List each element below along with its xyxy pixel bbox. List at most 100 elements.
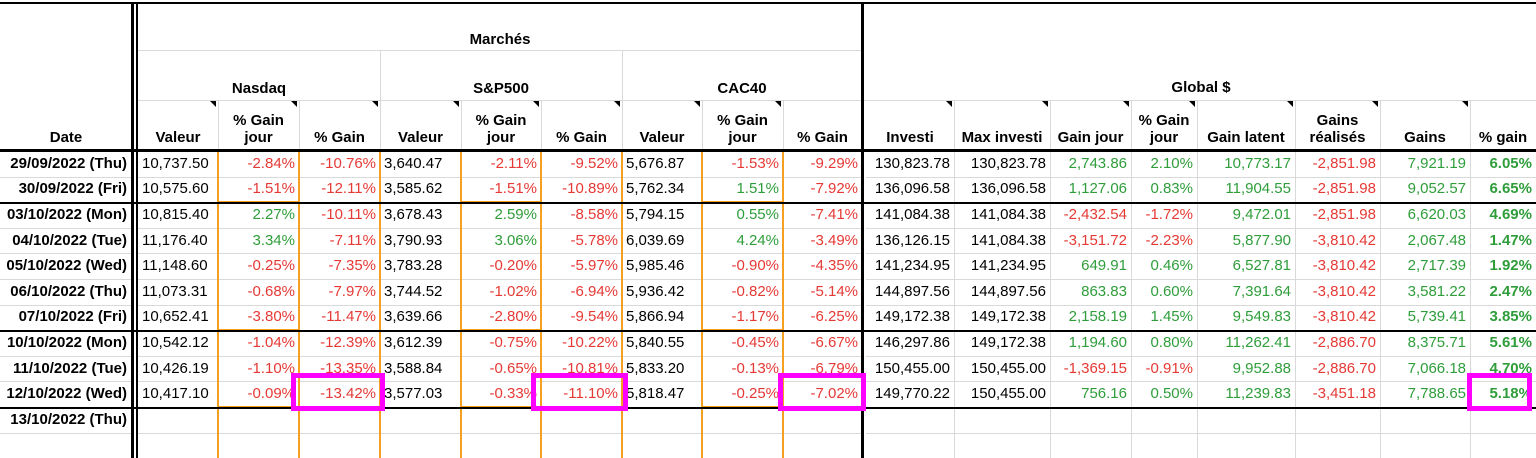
row-date[interactable]: 07/10/2022 (Fri)	[18, 308, 127, 326]
row-date[interactable]: 05/10/2022 (Wed)	[6, 257, 127, 275]
header-col-gain-jour[interactable]: Gain jour	[1057, 129, 1124, 146]
table-cell[interactable]: -3.49%	[810, 231, 858, 249]
table-cell[interactable]: 3,783.28	[384, 257, 443, 275]
table-cell[interactable]: -0.25%	[731, 385, 779, 403]
table-cell[interactable]: -3,451.18	[1312, 385, 1376, 403]
table-cell[interactable]: 5,762.34	[626, 180, 685, 198]
table-cell[interactable]: -0.68%	[247, 282, 295, 300]
header-col-gain-jour-pct[interactable]: % Gain jour	[717, 112, 768, 146]
table-cell[interactable]: 1.92%	[1489, 257, 1532, 275]
table-cell[interactable]: -0.20%	[489, 257, 537, 275]
table-cell[interactable]: 10,575.60	[142, 180, 209, 198]
table-cell[interactable]: 11,148.60	[142, 257, 208, 275]
table-cell[interactable]: 141,234.95	[970, 257, 1046, 275]
table-cell[interactable]: 9,052.57	[1407, 180, 1466, 198]
table-cell[interactable]: 1.47%	[1489, 231, 1532, 249]
header-col-investi[interactable]: Investi	[886, 129, 934, 146]
table-cell[interactable]	[702, 407, 783, 433]
table-cell[interactable]: 0.50%	[1150, 385, 1193, 403]
table-cell[interactable]: 10,426.19	[142, 359, 209, 377]
table-cell[interactable]: 6,527.81	[1232, 257, 1291, 275]
table-cell[interactable]: -10.81%	[562, 359, 618, 377]
table-cell[interactable]: -10.22%	[562, 333, 618, 351]
table-cell[interactable]: -0.09%	[247, 385, 295, 403]
table-cell[interactable]: 4.24%	[736, 231, 779, 249]
header-col-gain-pct[interactable]: % Gain	[314, 129, 365, 146]
table-cell[interactable]: 0.83%	[1150, 180, 1193, 198]
table-cell[interactable]: 11,239.83	[1225, 385, 1291, 403]
table-cell[interactable]: 7,391.64	[1232, 282, 1291, 300]
table-cell[interactable]: -11.10%	[563, 385, 618, 403]
header-col-gain-pct-lower[interactable]: % gain	[1478, 129, 1528, 146]
table-cell[interactable]: 144,897.56	[874, 282, 950, 300]
table-cell[interactable]: 2.10%	[1150, 154, 1193, 172]
header-col-gains[interactable]: Gains	[1404, 129, 1446, 146]
table-cell[interactable]: 10,652.41	[142, 308, 209, 326]
table-cell[interactable]: 3,639.66	[384, 308, 443, 326]
table-cell[interactable]: 149,172.38	[970, 333, 1046, 351]
table-cell[interactable]	[1380, 407, 1470, 433]
table-cell[interactable]: -7.41%	[810, 205, 858, 223]
table-cell[interactable]: -0.25%	[247, 257, 295, 275]
table-cell[interactable]: 2.59%	[494, 205, 537, 223]
table-cell[interactable]: 9,952.88	[1232, 359, 1291, 377]
table-cell[interactable]: -2,886.70	[1312, 359, 1376, 377]
header-col-valeur[interactable]: Valeur	[155, 129, 201, 146]
table-cell[interactable]: -7.35%	[328, 257, 376, 275]
table-cell[interactable]: 150,455.00	[970, 359, 1046, 377]
table-cell[interactable]: 5,936.42	[626, 282, 685, 300]
table-cell[interactable]: 3,585.62	[384, 180, 443, 198]
table-cell[interactable]: 2,743.86	[1068, 154, 1127, 172]
table-cell[interactable]: 6,039.69	[626, 231, 685, 249]
table-cell[interactable]: 144,897.56	[970, 282, 1046, 300]
table-cell[interactable]: 136,126.15	[874, 231, 950, 249]
table-cell[interactable]: -6.67%	[810, 333, 858, 351]
table-cell[interactable]: 6.65%	[1489, 180, 1532, 198]
table-cell[interactable]: 3,588.84	[384, 359, 443, 377]
header-col-gain-latent[interactable]: Gain latent	[1207, 129, 1285, 146]
table-cell[interactable]: 130,823.78	[874, 154, 950, 172]
table-cell[interactable]: -2.80%	[489, 308, 537, 326]
table-cell[interactable]: -7.11%	[329, 231, 376, 249]
row-date[interactable]: 11/10/2022 (Tue)	[13, 359, 127, 377]
table-cell[interactable]: -0.75%	[489, 333, 537, 351]
table-cell[interactable]: 9,472.01	[1232, 205, 1291, 223]
table-cell[interactable]: 4.70%	[1489, 359, 1532, 377]
header-global[interactable]: Global $	[1171, 78, 1231, 96]
table-cell[interactable]: 1,127.06	[1068, 180, 1127, 198]
table-cell[interactable]	[218, 407, 299, 433]
row-date[interactable]: 12/10/2022 (Wed)	[6, 385, 127, 403]
table-cell[interactable]: -1.72%	[1145, 205, 1193, 223]
table-cell[interactable]: -12.11%	[321, 180, 376, 198]
table-cell[interactable]: 7,921.19	[1407, 154, 1466, 172]
table-cell[interactable]: -10.89%	[562, 180, 618, 198]
table-cell[interactable]: 6.05%	[1489, 154, 1532, 172]
table-cell[interactable]: -2.23%	[1145, 231, 1193, 249]
table-cell[interactable]: 10,542.12	[142, 333, 209, 351]
table-cell[interactable]: -9.29%	[810, 154, 858, 172]
table-cell[interactable]: 0.46%	[1150, 257, 1193, 275]
table-cell[interactable]: -3,810.42	[1312, 282, 1376, 300]
table-cell[interactable]: -7.02%	[810, 385, 858, 403]
row-date[interactable]: 29/09/2022 (Thu)	[10, 154, 127, 172]
table-cell[interactable]: -11.47%	[321, 308, 376, 326]
table-cell[interactable]: -1.04%	[247, 333, 295, 351]
table-cell[interactable]: 141,084.38	[970, 205, 1046, 223]
table-cell[interactable]	[1050, 407, 1131, 433]
table-cell[interactable]: 863.83	[1081, 282, 1127, 300]
table-cell[interactable]: 11,262.41	[1225, 333, 1291, 351]
table-cell[interactable]: -9.54%	[570, 308, 618, 326]
table-cell[interactable]: 0.60%	[1150, 282, 1193, 300]
table-cell[interactable]: 150,455.00	[970, 385, 1046, 403]
table-cell[interactable]: -0.13%	[731, 359, 779, 377]
table-cell[interactable]: -13.42%	[320, 385, 376, 403]
table-cell[interactable]: 11,073.31	[142, 282, 208, 300]
table-cell[interactable]: -4.35%	[810, 257, 858, 275]
table-cell[interactable]: 5,877.90	[1232, 231, 1291, 249]
row-date[interactable]: 06/10/2022 (Thu)	[10, 282, 127, 300]
table-cell[interactable]: 2.47%	[1489, 282, 1532, 300]
table-cell[interactable]: 5,985.46	[626, 257, 685, 275]
table-cell[interactable]: 3,577.03	[384, 385, 443, 403]
table-cell[interactable]: 141,234.95	[874, 257, 950, 275]
table-cell[interactable]: 5.18%	[1489, 385, 1532, 403]
